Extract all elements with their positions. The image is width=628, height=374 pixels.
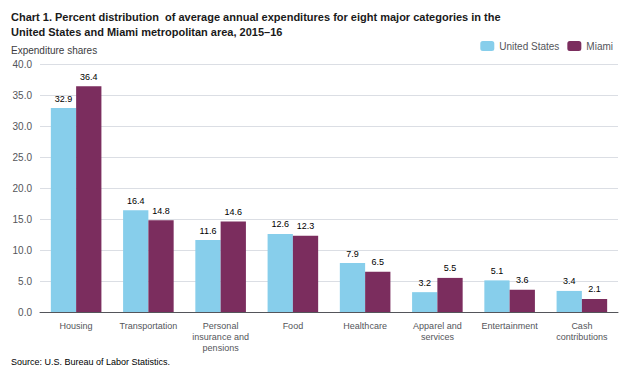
svg-text:Food: Food — [283, 321, 304, 331]
svg-text:Miami: Miami — [586, 41, 613, 52]
svg-text:11.6: 11.6 — [200, 226, 217, 236]
svg-text:32.9: 32.9 — [55, 94, 73, 104]
svg-text:36.4: 36.4 — [80, 72, 98, 82]
svg-text:6.5: 6.5 — [372, 257, 385, 267]
svg-text:7.9: 7.9 — [346, 249, 359, 259]
svg-text:Cash: Cash — [571, 321, 592, 331]
svg-text:Apparel and: Apparel and — [413, 321, 462, 331]
svg-text:16.4: 16.4 — [127, 196, 145, 206]
svg-text:3.4: 3.4 — [563, 276, 576, 286]
svg-text:services: services — [421, 332, 455, 342]
svg-text:contributions: contributions — [556, 332, 608, 342]
svg-text:Expenditure shares: Expenditure shares — [11, 45, 97, 56]
svg-text:insurance and: insurance and — [192, 332, 249, 342]
svg-text:Source: U.S. Bureau of Labor S: Source: U.S. Bureau of Labor Statistics. — [11, 357, 170, 367]
svg-text:3.6: 3.6 — [516, 275, 529, 285]
svg-text:Healthcare: Healthcare — [343, 321, 387, 331]
svg-text:14.6: 14.6 — [225, 207, 243, 217]
svg-text:5.0: 5.0 — [18, 276, 32, 287]
svg-text:25.0: 25.0 — [13, 152, 33, 163]
svg-text:2.1: 2.1 — [588, 284, 601, 294]
svg-text:Entertainment: Entertainment — [482, 321, 539, 331]
svg-text:Housing: Housing — [60, 321, 93, 331]
svg-text:Chart 1. Percent distribution: Chart 1. Percent distribution of average… — [11, 11, 501, 23]
svg-text:Transportation: Transportation — [120, 321, 178, 331]
svg-text:40.0: 40.0 — [13, 59, 33, 70]
svg-text:15.0: 15.0 — [13, 214, 33, 225]
svg-text:3.2: 3.2 — [418, 278, 431, 288]
svg-text:Personal: Personal — [203, 321, 239, 331]
svg-text:30.0: 30.0 — [13, 121, 33, 132]
svg-text:United States: United States — [499, 41, 559, 52]
svg-text:20.0: 20.0 — [13, 183, 33, 194]
svg-text:14.8: 14.8 — [152, 206, 170, 216]
svg-text:12.3: 12.3 — [297, 221, 315, 231]
svg-text:10.0: 10.0 — [13, 245, 33, 256]
svg-text:5.5: 5.5 — [444, 263, 457, 273]
svg-text:35.0: 35.0 — [13, 90, 33, 101]
svg-text:pensions: pensions — [203, 343, 240, 353]
svg-text:0.0: 0.0 — [18, 307, 32, 318]
svg-text:United States and Miami metrop: United States and Miami metropolitan are… — [11, 26, 282, 38]
svg-text:12.6: 12.6 — [271, 219, 289, 229]
svg-text:5.1: 5.1 — [491, 266, 504, 276]
